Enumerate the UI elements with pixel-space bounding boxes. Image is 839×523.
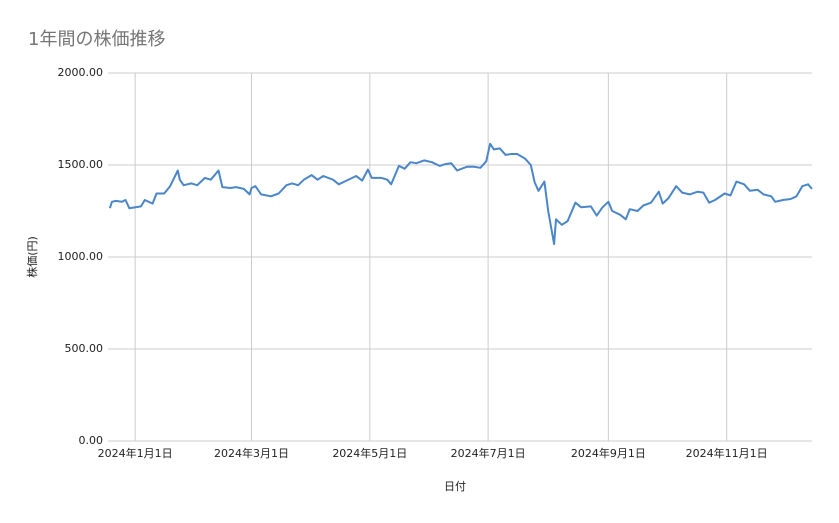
y-tick-label: 500.00 xyxy=(65,342,104,355)
x-axis-label: 日付 xyxy=(444,480,466,493)
x-tick-label: 2024年1月1日 xyxy=(98,446,173,460)
y-axis-label: 株価(円) xyxy=(25,236,39,278)
x-tick-label: 2024年3月1日 xyxy=(214,446,289,460)
y-tick-label: 1000.00 xyxy=(58,250,104,263)
price-line xyxy=(108,142,813,246)
x-tick-label: 2024年11月1日 xyxy=(686,446,768,460)
x-tick-label: 2024年9月1日 xyxy=(571,446,646,460)
x-tick-label: 2024年5月1日 xyxy=(332,446,407,460)
chart-title: 1年間の株価推移 xyxy=(28,29,165,50)
x-tick-label: 2024年7月1日 xyxy=(451,446,526,460)
y-tick-label: 2000.00 xyxy=(58,66,104,79)
y-tick-label: 1500.00 xyxy=(58,158,104,171)
y-tick-label: 0.00 xyxy=(79,434,104,447)
